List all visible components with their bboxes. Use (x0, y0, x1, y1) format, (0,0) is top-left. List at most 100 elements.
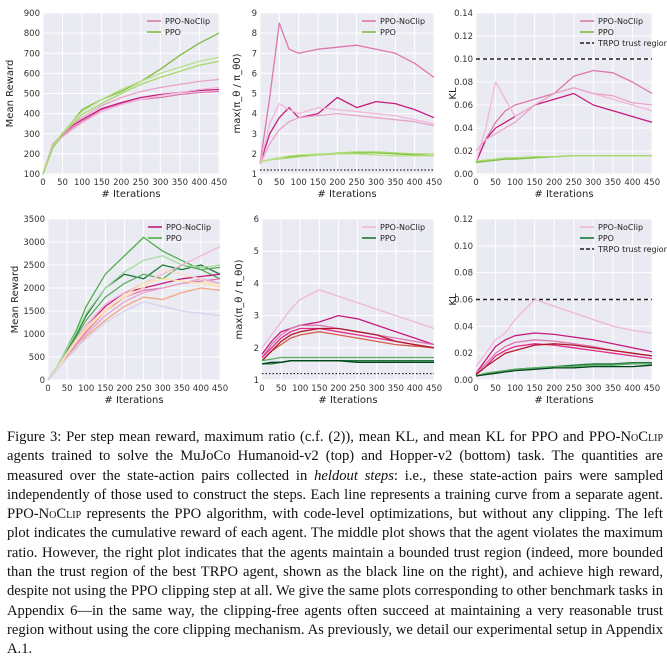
x-tick-label: 450 (426, 384, 442, 394)
series-line-ppo (475, 364, 653, 377)
x-tick-label: 100 (74, 178, 90, 188)
series-line-ppo (42, 56, 220, 175)
x-tick-label: 100 (507, 178, 523, 188)
y-tick-label: 500 (24, 90, 40, 100)
y-tick-label: 6 (254, 215, 259, 225)
x-axis-label: # Iterations (534, 395, 593, 406)
x-tick-label: 250 (349, 178, 365, 188)
y-tick-label: 0.06 (454, 101, 473, 111)
x-tick-label: 50 (490, 384, 501, 394)
series-line-ppo-noclip (261, 327, 435, 362)
x-tick-label: 100 (292, 384, 308, 394)
x-tick-label: 300 (368, 178, 384, 188)
series-line-ppo (475, 154, 652, 162)
y-tick-label: 800 (24, 29, 40, 39)
legend-entry: PPO (362, 234, 396, 243)
x-tick-label: 450 (644, 178, 660, 188)
x-tick-label: 250 (566, 178, 582, 188)
y-tick-label: 900 (24, 9, 40, 19)
y-tick-label: 600 (24, 69, 40, 79)
y-tick-label: 0.12 (454, 32, 473, 42)
y-tick-label: 0.00 (454, 376, 473, 386)
y-tick-label: 1000 (23, 330, 45, 340)
y-tick-label: 100 (24, 170, 40, 180)
series-line-ppo-noclip (47, 301, 221, 381)
y-tick-label: 0.02 (454, 147, 473, 157)
x-tick-label: 350 (387, 178, 403, 188)
legend-label: TRPO trust region (597, 39, 667, 48)
y-tick-label: 0.06 (454, 296, 473, 306)
x-tick-label: 400 (407, 178, 423, 188)
series-line-ppo-noclip (475, 332, 653, 374)
series-line-ppo (259, 153, 434, 163)
y-tick-label: 0.10 (454, 242, 473, 252)
y-axis-label: KL (448, 87, 459, 100)
plot-area (476, 13, 652, 174)
series-line-ppo-noclip (261, 314, 435, 355)
x-tick-label: 300 (585, 178, 601, 188)
x-tick-label: 200 (546, 178, 562, 188)
y-tick-label: 4 (254, 279, 259, 289)
legend-entry: TRPO trust region (580, 245, 667, 254)
x-tick-label: 350 (174, 384, 190, 394)
y-tick-label: 500 (29, 353, 45, 363)
x-tick-label: 0 (40, 178, 45, 188)
y-tick-label: 2 (252, 150, 257, 160)
y-tick-label: 1500 (23, 307, 45, 317)
y-axis-label: Mean Reward (10, 266, 21, 334)
y-tick-label: 0.08 (454, 78, 473, 88)
series-line-ppo (47, 255, 221, 381)
x-axis-label: # Iterations (317, 189, 376, 200)
y-tick-label: 0.04 (454, 124, 473, 134)
x-tick-label: 450 (644, 384, 660, 394)
y-tick-label: 7 (252, 49, 257, 59)
y-tick-label: 3 (252, 130, 257, 140)
series-line-ppo-noclip (261, 331, 435, 362)
x-tick-label: 150 (94, 178, 110, 188)
series-line-ppo-noclip (475, 87, 653, 152)
y-tick-label: 3 (254, 312, 259, 322)
plot-area (48, 219, 220, 380)
y-tick-label: 200 (24, 150, 40, 160)
legend-label: PPO (380, 28, 396, 37)
x-tick-label: 0 (257, 178, 262, 188)
legend-entry: PPO (580, 28, 614, 37)
x-tick-label: 200 (330, 384, 346, 394)
x-tick-label: 400 (624, 384, 640, 394)
y-tick-label: 5 (252, 90, 257, 100)
y-axis-label: max(π_θ / π_θ0) (234, 259, 245, 339)
legend-entry: PPO-NoClip (147, 17, 210, 26)
y-tick-label: 5 (254, 247, 259, 257)
x-tick-label: 350 (172, 178, 188, 188)
series-line-ppo-noclip (259, 112, 435, 165)
x-tick-label: 300 (585, 384, 601, 394)
y-axis-label: Mean Reward (5, 60, 16, 128)
series-line-ppo-noclip (475, 343, 653, 376)
series-line-ppo-noclip (259, 102, 435, 165)
legend-entry: PPO (147, 28, 181, 37)
figure-caption: Figure 3: Per step mean reward, maximum … (7, 429, 663, 658)
panel-bottom-reward: 0 500 1000 1500 2000 2500 3000 3500 0 50 100 150 200… (10, 215, 228, 406)
y-tick-label: 3000 (23, 238, 45, 248)
x-tick-label: 250 (135, 384, 151, 394)
x-tick-label: 450 (211, 178, 227, 188)
series-line-ppo-noclip (475, 69, 653, 163)
x-axis-label: # Iterations (104, 395, 163, 406)
series-line-ppo (475, 363, 652, 377)
series-line-ppo-noclip (42, 90, 220, 175)
legend-label: PPO-NoClip (380, 223, 425, 232)
panel-bottom-kl: 0.00 0.02 0.04 0.06 0.08 0.10 0.12 0 50 100 150 200… (448, 215, 667, 406)
figure-3: 100 200 300 400 500 600 7 0 0 800 900 0 50 100 150 200 2… (5, 9, 667, 406)
y-tick-label: 0.04 (454, 322, 473, 332)
x-tick-label: 0 (259, 384, 264, 394)
y-tick-label: 6 (252, 69, 257, 79)
x-tick-label: 300 (155, 384, 171, 394)
series-line-ppo (261, 356, 434, 362)
x-tick-label: 100 (507, 384, 523, 394)
legend-entry: PPO-NoClip (362, 17, 425, 26)
x-tick-label: 300 (369, 384, 385, 394)
x-tick-label: 250 (133, 178, 149, 188)
y-axis-label: max(π_θ / π_θ0) (232, 53, 243, 133)
series-line-ppo-noclip (475, 298, 653, 367)
series-line-ppo-noclip (47, 278, 221, 381)
